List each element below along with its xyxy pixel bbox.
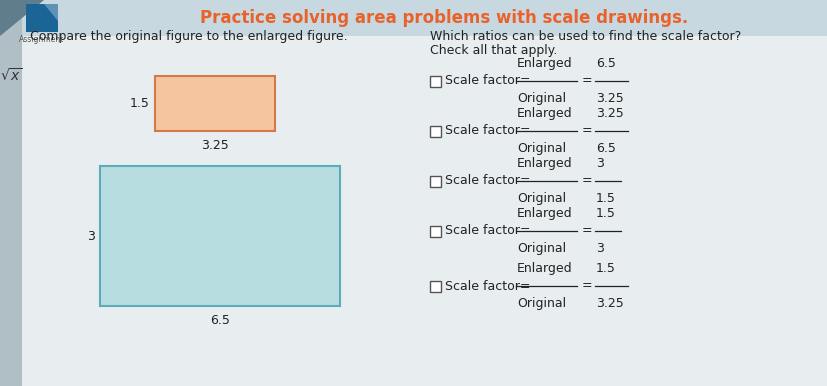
Text: Enlarged: Enlarged [516,107,572,120]
Text: =: = [581,225,592,237]
Text: =: = [581,125,592,137]
Text: Assignment: Assignment [19,35,65,44]
Bar [429,125,441,137]
Text: Original: Original [516,192,566,205]
Text: =: = [581,279,592,293]
Bar [26,4,58,32]
Text: Original: Original [516,242,566,255]
Polygon shape [44,4,58,21]
Text: 6.5: 6.5 [595,57,615,70]
Text: =: = [581,74,592,88]
Text: Compare the original figure to the enlarged figure.: Compare the original figure to the enlar… [30,30,347,43]
Text: 3.25: 3.25 [201,139,228,152]
Bar [429,176,441,186]
Text: 3.25: 3.25 [595,92,623,105]
Text: 3: 3 [87,230,95,242]
Bar [429,225,441,237]
Bar [429,76,441,86]
Text: Enlarged: Enlarged [516,207,572,220]
Text: 1.5: 1.5 [595,192,615,205]
Text: Enlarged: Enlarged [516,157,572,170]
Text: $\sqrt{x}$: $\sqrt{x}$ [0,68,22,85]
Text: 3: 3 [595,157,603,170]
Text: 1.5: 1.5 [130,97,150,110]
Text: 3.25: 3.25 [595,107,623,120]
Text: Which ratios can be used to find the scale factor?: Which ratios can be used to find the sca… [429,30,740,43]
Text: Scale factor=: Scale factor= [444,279,530,293]
Text: Scale factor=: Scale factor= [444,74,530,88]
Bar [0,0,22,386]
Polygon shape [0,0,44,36]
Text: Enlarged: Enlarged [516,262,572,275]
Text: 6.5: 6.5 [595,142,615,155]
Text: 3: 3 [595,242,603,255]
Text: Scale factor=: Scale factor= [444,125,530,137]
Text: Scale factor=: Scale factor= [444,174,530,188]
Text: =: = [581,174,592,188]
Text: Scale factor=: Scale factor= [444,225,530,237]
Text: 1.5: 1.5 [595,207,615,220]
Bar [155,76,275,131]
Text: Enlarged: Enlarged [516,57,572,70]
Text: Check all that apply.: Check all that apply. [429,44,557,57]
Bar [0,0,827,36]
Text: 6.5: 6.5 [210,314,230,327]
Text: Original: Original [516,92,566,105]
Text: 3.25: 3.25 [595,297,623,310]
Bar [100,166,340,306]
Text: Original: Original [516,297,566,310]
Bar [429,281,441,291]
Text: Original: Original [516,142,566,155]
Text: Practice solving area problems with scale drawings.: Practice solving area problems with scal… [199,9,687,27]
Text: 1.5: 1.5 [595,262,615,275]
